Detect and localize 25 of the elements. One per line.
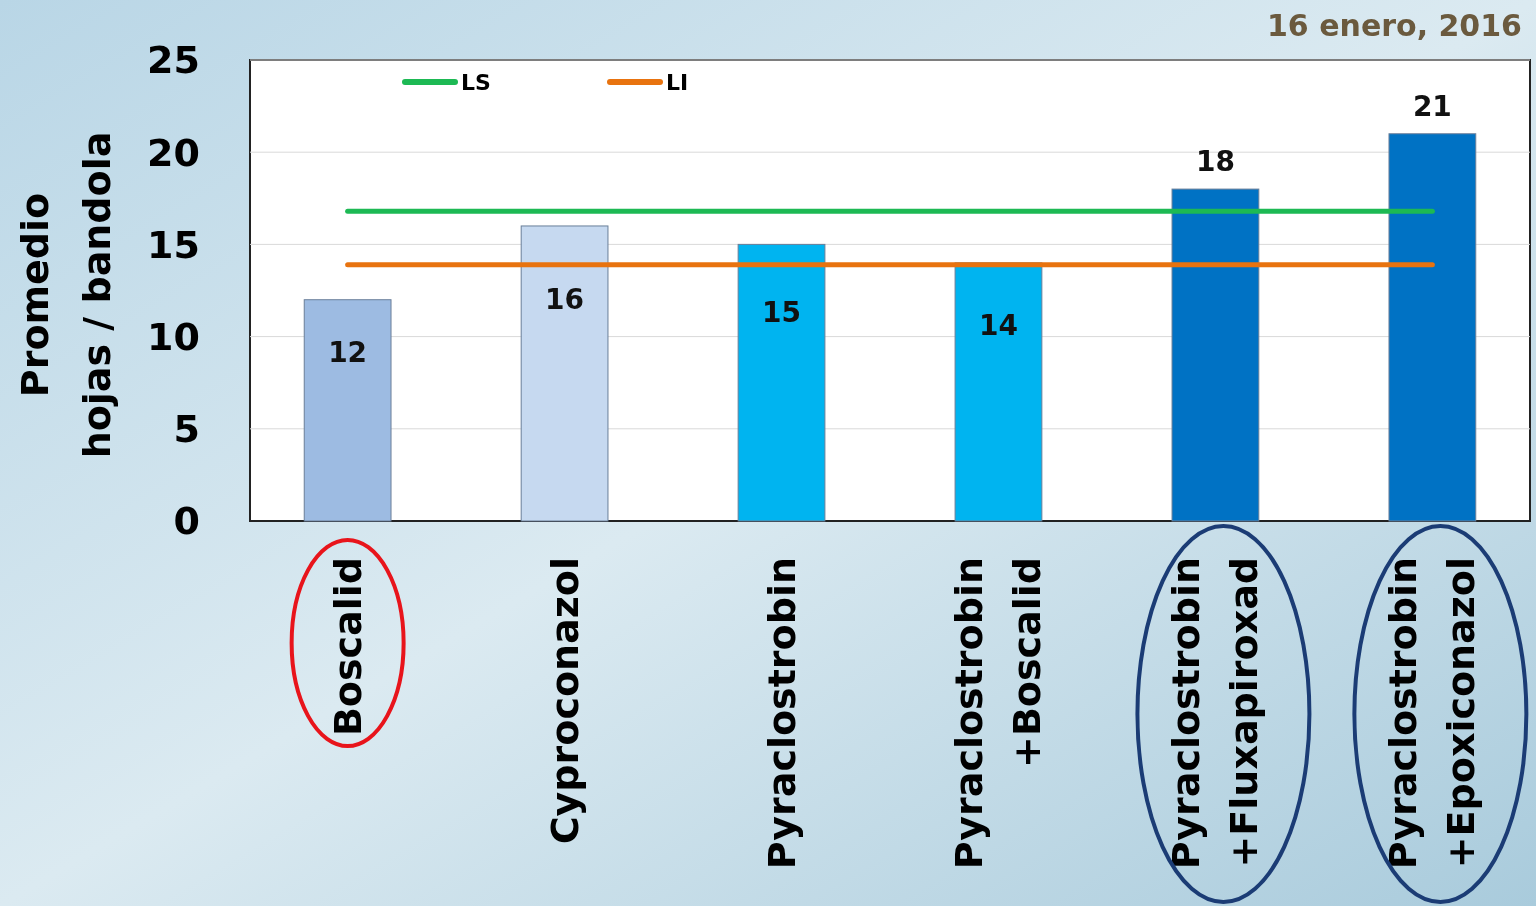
text: 16 enero, 2016 [1267, 8, 1522, 43]
x-tick-label: Pyraclostrobin +Fluxapiroxad [1164, 557, 1267, 870]
bar [737, 243, 826, 522]
y-axis-title: Promedio hojas / bandola [13, 131, 119, 459]
data-label: 21 [1412, 89, 1452, 123]
bar [520, 225, 609, 522]
x-tick-label: Pyraclostrobin [759, 557, 804, 870]
y-tick-label: 5 [173, 407, 200, 452]
bar [303, 299, 392, 522]
y-tick-label: 0 [173, 499, 200, 544]
x-tick-label: Cyproconazol [542, 557, 587, 845]
x-tick-label: Boscalid [325, 557, 370, 737]
y-tick-label: 25 [147, 38, 200, 83]
data-label: 15 [762, 295, 802, 329]
legend-label: LI [666, 69, 689, 95]
data-label: 14 [978, 309, 1018, 343]
x-tick-label: Pyraclostrobin +Epoxiconazol [1381, 557, 1484, 870]
y-tick-label: 10 [147, 314, 200, 359]
y-tick-label: 20 [147, 130, 200, 175]
x-tick-label: Pyraclostrobin +Boscalid [947, 557, 1050, 870]
data-label: 12 [328, 335, 368, 369]
data-label: 18 [1195, 145, 1235, 179]
legend-label: LS [461, 69, 491, 95]
data-label: 16 [545, 282, 585, 316]
y-tick-label: 15 [147, 222, 200, 267]
